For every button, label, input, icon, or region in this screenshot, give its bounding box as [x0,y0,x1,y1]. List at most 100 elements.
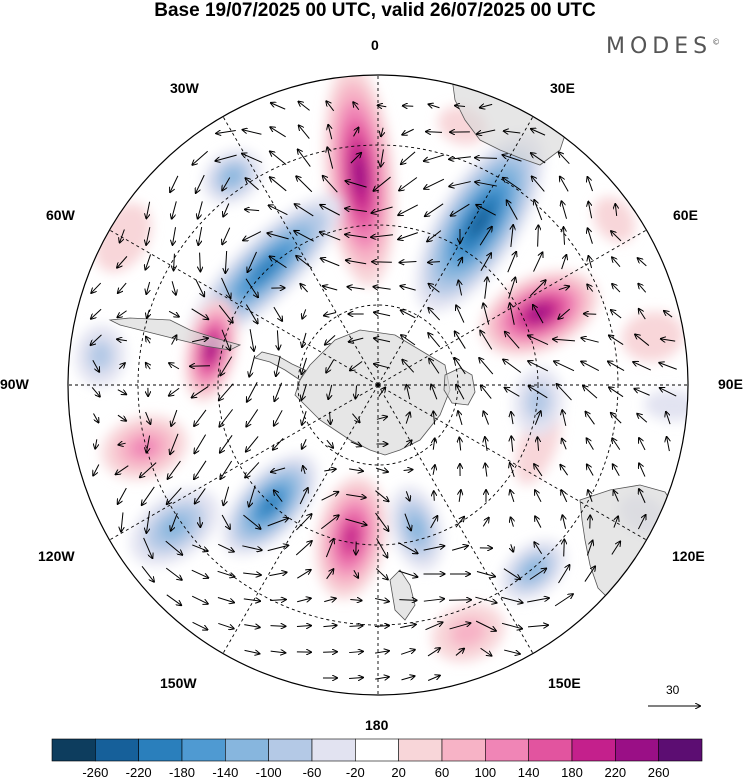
wind-vector-96 [200,252,201,272]
wind-vector-317 [121,512,123,531]
wind-vector-139 [168,310,179,316]
wind-vector-117 [171,281,176,294]
wind-vector-134 [612,284,621,293]
wind-vector-37 [170,175,179,192]
wind-vector-63 [371,206,393,213]
wind-vector-127 [429,284,440,293]
wind-vector-2 [326,101,335,112]
wind-vector-168 [325,334,336,344]
antarctica [294,329,451,456]
wind-vector-293 [587,465,594,476]
wind-vector-320 [200,516,201,527]
wind-vector-370 [476,570,495,576]
wind-vector-169 [349,337,364,342]
wind-vector-129 [485,277,488,299]
wind-vector-103 [372,262,392,263]
wind-vector-171 [401,335,416,346]
wind-vector-78 [243,231,262,241]
wind-vector-224 [583,386,598,399]
wind-vector-264 [433,438,434,450]
anomaly-blob-15-level-1 [525,384,551,419]
wind-vector-298 [167,487,182,504]
colorbar [51,738,703,762]
wind-vector-17 [426,132,443,133]
wind-vector-204 [659,363,677,370]
brand-logo: MODES© [606,34,720,59]
wind-vector-36 [559,152,570,165]
colorbar-swatch-14 [658,738,703,762]
wind-vector-268 [537,437,538,451]
wind-vector-292 [560,465,569,476]
anomaly-blob-11-level-2 [407,514,426,543]
colorbar-swatch-9 [441,738,486,762]
wind-vector-128 [458,281,461,296]
wind-vector-347 [376,538,388,557]
wind-vector-251 [95,439,97,448]
wind-vector-140 [191,308,209,319]
new-zealand [389,569,416,621]
wind-vector-197 [479,358,494,375]
wind-vector-100 [296,256,313,269]
wind-vector-391 [192,621,208,629]
wind-vector-143 [273,306,282,321]
wind-vector-83 [371,235,393,237]
wind-vector-105 [428,262,440,263]
wind-vector-274 [93,464,100,476]
wind-vector-255 [194,434,207,454]
wind-vector-226 [634,389,650,396]
wind-vector-281 [271,467,286,472]
wind-vector-7 [455,106,466,107]
wind-vector-247 [586,412,595,425]
colorbar-tick-9: 100 [474,765,497,780]
wind-vector-400 [425,622,442,631]
wind-vector-394 [270,626,286,627]
wind-vector-336 [613,516,618,528]
wind-vector-360 [217,570,235,576]
page-title: Base 19/07/2025 00 UTC, valid 26/07/2025… [154,0,596,21]
wind-vector-179 [609,335,624,345]
wind-vector-252 [118,443,126,445]
wind-vector-71 [588,202,591,219]
wind-vector-380 [297,598,311,602]
wind-vector-75 [172,227,175,245]
wind-vector-35 [531,153,546,164]
wind-vector-15 [381,127,383,137]
wind-vector-1 [298,102,310,111]
wind-vector-79 [267,233,289,240]
wind-vector-367 [398,570,418,577]
wind-vector-211 [247,382,258,401]
wind-vector-149 [428,308,441,321]
anomaly-blob-13-level-1 [450,618,487,648]
wind-vector-275 [116,465,129,475]
wind-vector-294 [613,464,620,476]
wind-vector-40 [245,178,259,191]
wind-vector-153 [533,305,544,324]
wind-vector-312 [535,490,542,503]
wind-vector-231 [171,409,178,426]
wind-vector-51 [532,177,545,192]
wind-vector-366 [375,568,388,580]
wind-vector-16 [402,128,414,134]
wind-vector-324 [296,514,311,531]
wind-vector-178 [581,338,599,343]
wind-vector-131 [529,280,545,297]
wind-vector-193 [374,364,391,369]
wind-vector-291 [534,464,543,477]
wind-vector-219 [456,385,465,400]
wind-vector-260 [326,439,333,448]
wind-vector-135 [638,284,647,293]
wind-vector-81 [320,232,341,241]
lon-label-60w: 60W [46,207,75,223]
wind-vector-269 [562,439,567,450]
wind-vector-72 [615,204,616,216]
wind-vector-144 [302,309,305,318]
wind-vector-118 [195,279,204,297]
wind-vector-73 [120,229,125,242]
wind-vector-403 [501,622,522,628]
wind-vector-195 [429,359,440,374]
wind-vector-8 [480,104,493,107]
wind-vector-217 [406,385,409,400]
wind-vector-26 [298,149,311,167]
wind-vector-184 [146,363,150,370]
